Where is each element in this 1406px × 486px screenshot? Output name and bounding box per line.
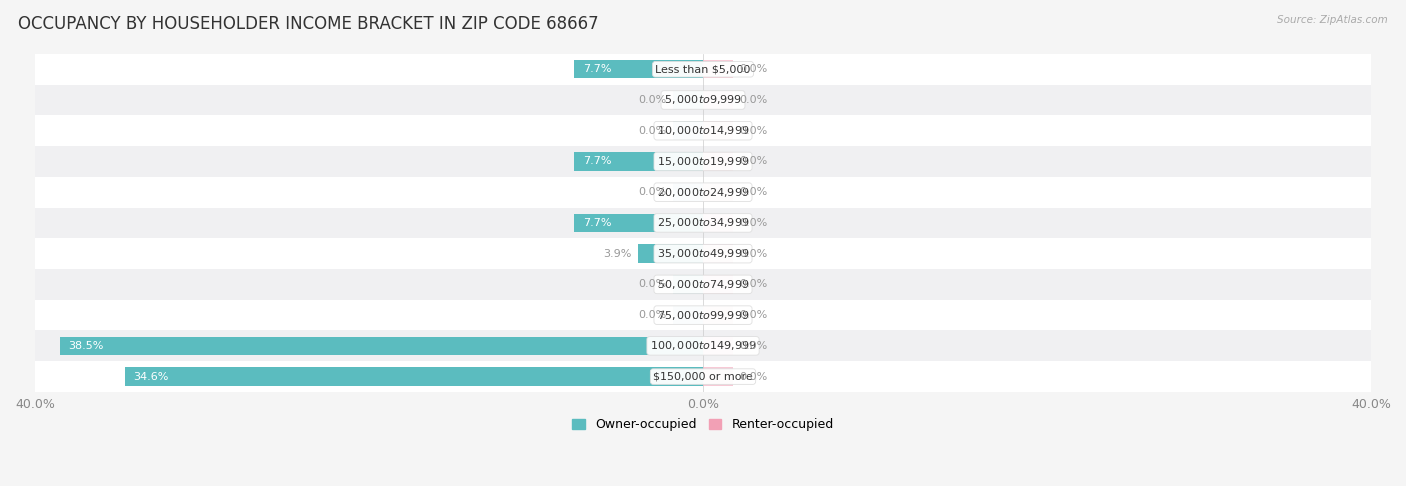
Text: 7.7%: 7.7% [582, 156, 612, 166]
Bar [703, 214, 733, 232]
Text: Source: ZipAtlas.com: Source: ZipAtlas.com [1277, 15, 1388, 25]
Text: OCCUPANCY BY HOUSEHOLDER INCOME BRACKET IN ZIP CODE 68667: OCCUPANCY BY HOUSEHOLDER INCOME BRACKET … [18, 15, 599, 33]
Bar [703, 367, 733, 386]
Bar [703, 275, 733, 294]
Bar [125, 367, 703, 386]
Bar [35, 361, 1371, 392]
Bar [673, 183, 703, 201]
Bar [673, 275, 703, 294]
Text: 0.0%: 0.0% [740, 218, 768, 228]
Text: 0.0%: 0.0% [740, 372, 768, 382]
Bar [703, 183, 733, 201]
Bar [35, 269, 1371, 300]
Bar [575, 214, 703, 232]
Legend: Owner-occupied, Renter-occupied: Owner-occupied, Renter-occupied [568, 414, 838, 436]
Bar [35, 177, 1371, 208]
Bar [673, 122, 703, 140]
Text: $10,000 to $14,999: $10,000 to $14,999 [657, 124, 749, 137]
Bar [703, 60, 733, 78]
Bar [703, 91, 733, 109]
Text: 0.0%: 0.0% [638, 187, 666, 197]
Text: $100,000 to $149,999: $100,000 to $149,999 [650, 339, 756, 352]
Text: 0.0%: 0.0% [740, 310, 768, 320]
Bar [35, 300, 1371, 330]
Text: 0.0%: 0.0% [740, 156, 768, 166]
Bar [703, 122, 733, 140]
Bar [35, 238, 1371, 269]
Bar [35, 208, 1371, 238]
Text: $5,000 to $9,999: $5,000 to $9,999 [664, 93, 742, 106]
Bar [35, 146, 1371, 177]
Text: 0.0%: 0.0% [740, 341, 768, 351]
Bar [35, 115, 1371, 146]
Text: 0.0%: 0.0% [638, 310, 666, 320]
Bar [60, 337, 703, 355]
Text: 0.0%: 0.0% [740, 187, 768, 197]
Bar [35, 330, 1371, 361]
Bar [703, 337, 733, 355]
Text: 3.9%: 3.9% [603, 249, 631, 259]
Text: $25,000 to $34,999: $25,000 to $34,999 [657, 216, 749, 229]
Text: 0.0%: 0.0% [740, 249, 768, 259]
Text: $150,000 or more: $150,000 or more [654, 372, 752, 382]
Text: $75,000 to $99,999: $75,000 to $99,999 [657, 309, 749, 322]
Text: $50,000 to $74,999: $50,000 to $74,999 [657, 278, 749, 291]
Bar [35, 85, 1371, 115]
Text: 7.7%: 7.7% [582, 64, 612, 74]
Text: $35,000 to $49,999: $35,000 to $49,999 [657, 247, 749, 260]
Text: $20,000 to $24,999: $20,000 to $24,999 [657, 186, 749, 199]
Bar [575, 60, 703, 78]
Bar [703, 244, 733, 263]
Text: 0.0%: 0.0% [740, 126, 768, 136]
Text: $15,000 to $19,999: $15,000 to $19,999 [657, 155, 749, 168]
Bar [673, 91, 703, 109]
Bar [638, 244, 703, 263]
Bar [673, 306, 703, 324]
Text: 7.7%: 7.7% [582, 218, 612, 228]
Text: 34.6%: 34.6% [134, 372, 169, 382]
Bar [703, 306, 733, 324]
Text: Less than $5,000: Less than $5,000 [655, 64, 751, 74]
Text: 38.5%: 38.5% [69, 341, 104, 351]
Bar [575, 152, 703, 171]
Text: 0.0%: 0.0% [740, 279, 768, 289]
Text: 0.0%: 0.0% [740, 95, 768, 105]
Text: 0.0%: 0.0% [638, 279, 666, 289]
Bar [703, 152, 733, 171]
Text: 0.0%: 0.0% [638, 95, 666, 105]
Text: 0.0%: 0.0% [740, 64, 768, 74]
Text: 0.0%: 0.0% [638, 126, 666, 136]
Bar [35, 54, 1371, 85]
